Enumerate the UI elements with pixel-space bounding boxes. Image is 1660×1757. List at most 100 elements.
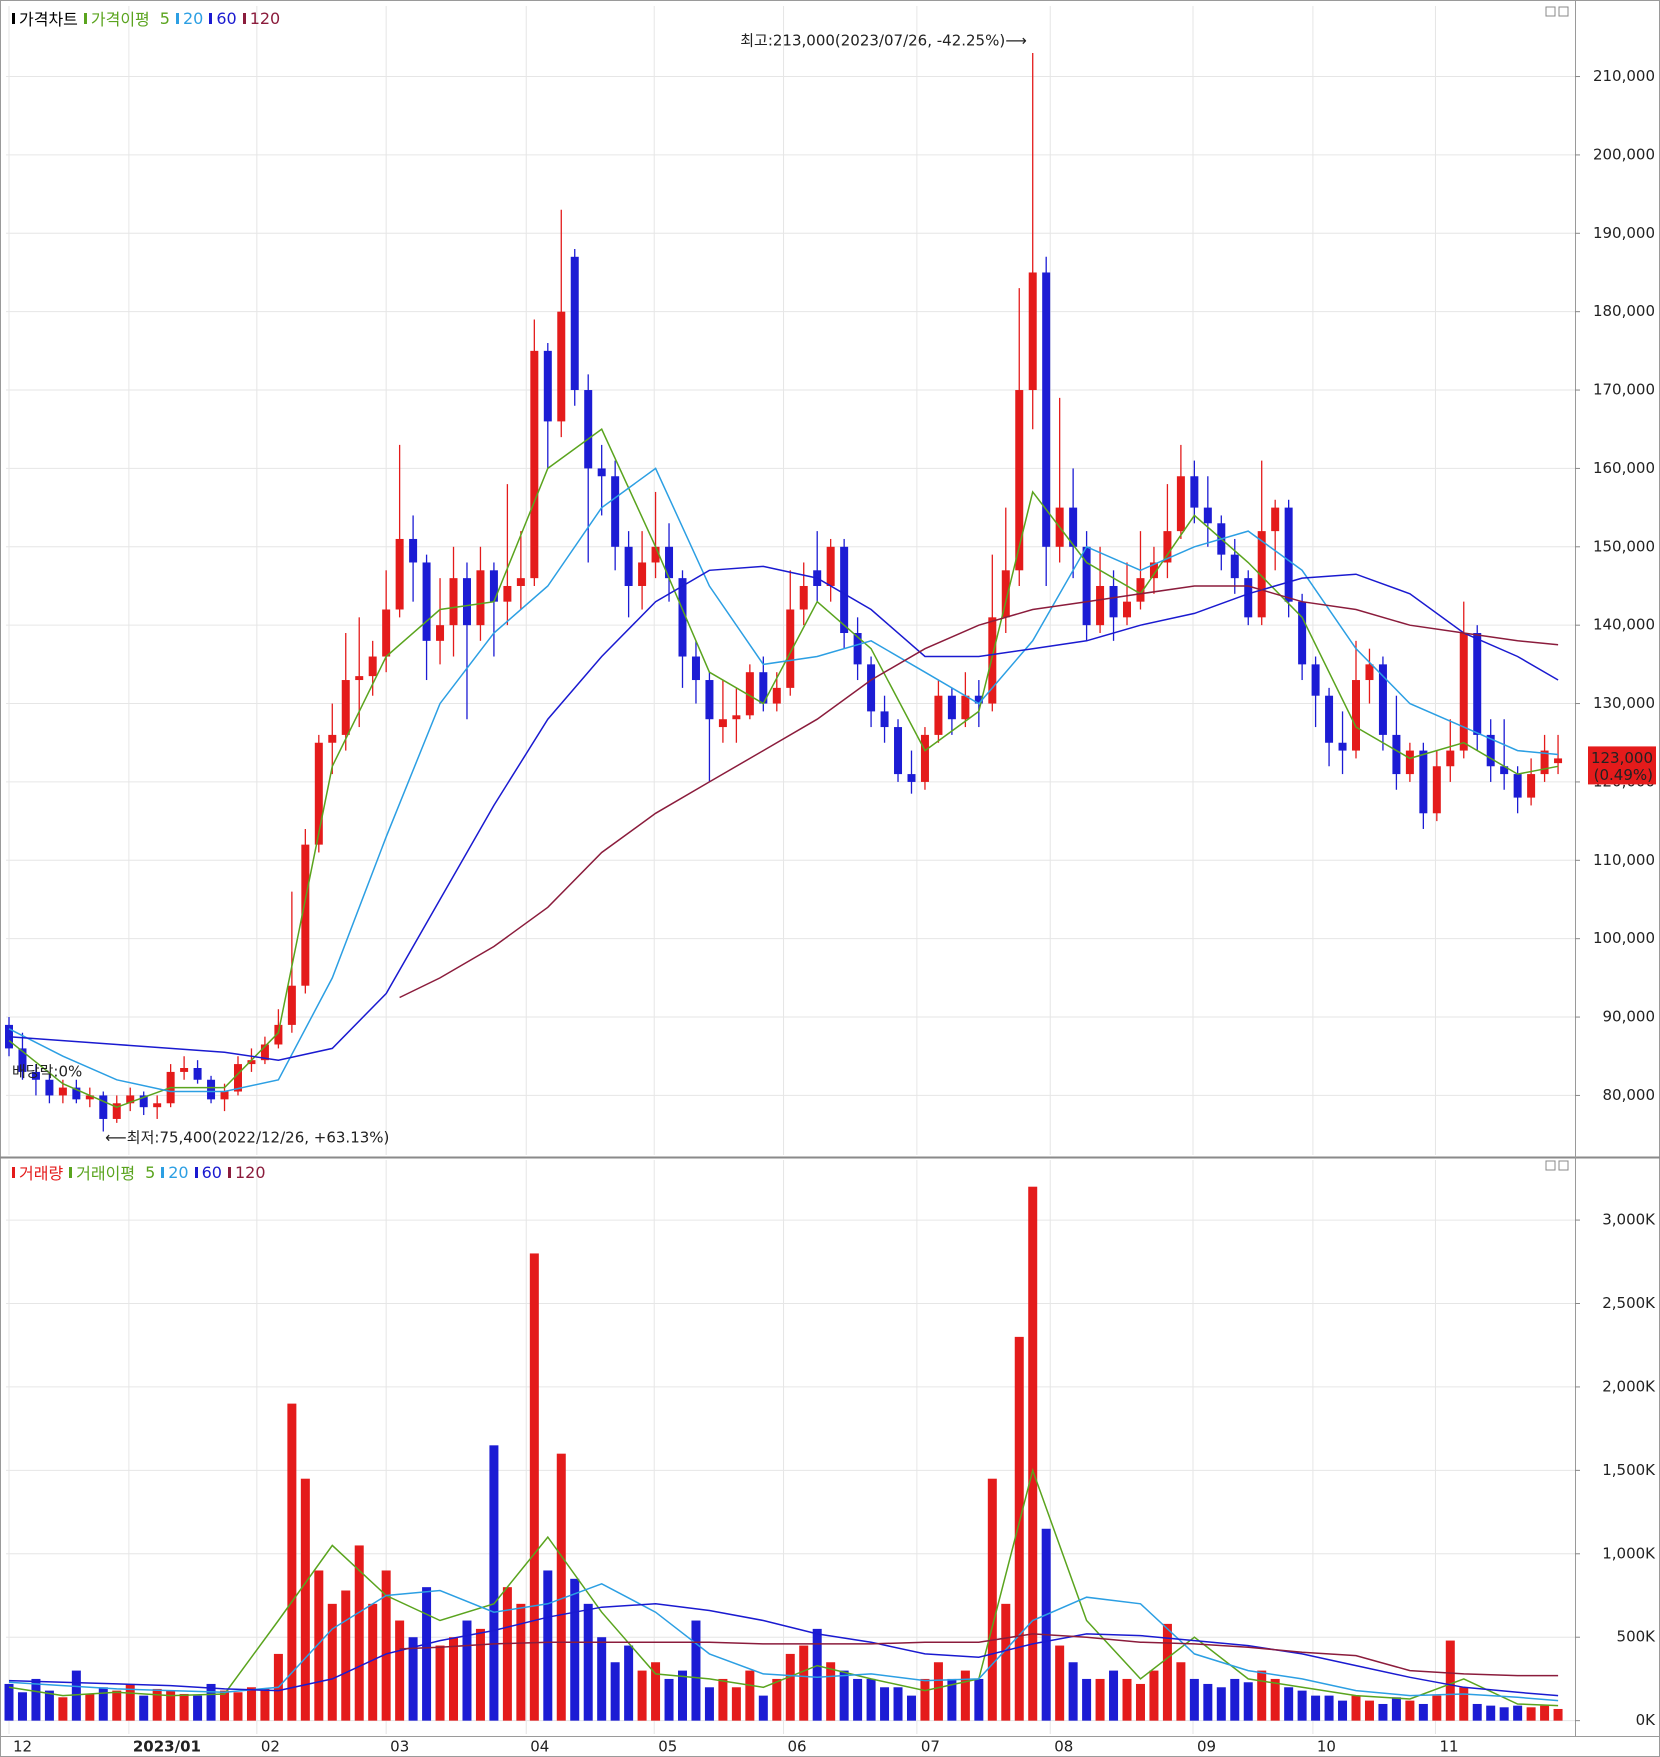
candle-body (1109, 585, 1118, 618)
volume-bar (341, 1590, 351, 1721)
volume-bar (1526, 1707, 1536, 1721)
close-button[interactable] (1558, 6, 1569, 17)
candle-body (31, 1071, 40, 1080)
volume-bar (1364, 1700, 1374, 1721)
candle-body (45, 1079, 54, 1096)
volume-bar (220, 1690, 230, 1721)
y-tick-label: 130,000 (1593, 694, 1655, 712)
candle-body (840, 546, 849, 634)
candle-body (1096, 585, 1105, 626)
candle-body (395, 538, 404, 610)
volume-bar (1499, 1707, 1509, 1721)
volume-bar (1405, 1700, 1415, 1721)
current-price-box (1588, 746, 1656, 785)
candle-body (1352, 680, 1360, 751)
volume-bar (1028, 1186, 1038, 1721)
candle-body (718, 719, 727, 728)
volume-bar (85, 1693, 95, 1721)
candle-body (436, 625, 445, 641)
volume-bar (1338, 1700, 1348, 1721)
volume-bar (58, 1697, 68, 1721)
volume-bar (1459, 1687, 1469, 1721)
y-tick-label: 1,500K (1602, 1461, 1656, 1479)
volume-bar (624, 1645, 634, 1721)
candle-body (260, 1044, 269, 1061)
volume-bar (112, 1690, 122, 1721)
volume-bar (166, 1690, 176, 1721)
volume-bar (664, 1678, 674, 1721)
pane-buttons[interactable] (1545, 6, 1569, 1171)
volume-bar (758, 1695, 768, 1721)
candle-body (880, 711, 889, 728)
candle-body (934, 695, 943, 735)
candle-body (1392, 734, 1401, 775)
legend-icon (227, 1166, 231, 1178)
annotation: 배당락:0% (12, 1063, 82, 1081)
candle-body (489, 570, 498, 602)
maximize-button[interactable] (1545, 6, 1556, 17)
ma-line (8, 1467, 1559, 1707)
volume-bar (529, 1253, 539, 1721)
volume-bar (300, 1478, 310, 1721)
volume-bar (1391, 1697, 1401, 1721)
volume-bar (826, 1662, 836, 1721)
volume-bar (906, 1695, 916, 1721)
candle-body (1244, 578, 1253, 618)
volume-bar (880, 1687, 890, 1721)
candle-body (1486, 734, 1495, 767)
y-tick-label: 200,000 (1593, 145, 1655, 163)
candle-body (476, 570, 485, 626)
legend-icon (175, 12, 179, 24)
volume-bar (1445, 1640, 1455, 1721)
y-tick-label: 90,000 (1603, 1008, 1656, 1026)
current-price: 123,000 (1591, 749, 1653, 767)
volume-bar (570, 1578, 580, 1721)
x-tick-label: 06 (788, 1738, 807, 1756)
close-button[interactable] (1558, 1160, 1569, 1171)
candle-body (422, 562, 431, 641)
candle-body (503, 585, 512, 602)
y-tick-label: 0K (1636, 1711, 1657, 1729)
ma-line (8, 467, 1559, 1093)
candle-body (638, 562, 647, 586)
legend-title: 가격차트 (19, 10, 78, 29)
candle-body (85, 1095, 94, 1100)
volume-bar (435, 1645, 445, 1721)
candle-body (220, 1091, 229, 1100)
volume-bar (246, 1687, 256, 1721)
legend-entry: 60 (201, 1162, 222, 1182)
volume-bar (651, 1662, 661, 1721)
candle-body (894, 727, 903, 775)
legend-icon (83, 12, 87, 24)
y-tick-label: 140,000 (1593, 616, 1655, 634)
y-tick-label: 190,000 (1593, 224, 1655, 242)
legend-entry: 5 (159, 8, 170, 28)
candle-body (1365, 664, 1374, 681)
candle-body (920, 734, 929, 782)
volume-bar (381, 1570, 391, 1721)
volume-legend: 거래량 거래이평 5 20 60 120 (8, 1160, 266, 1184)
candle-body (1311, 664, 1320, 696)
volume-bar (475, 1628, 485, 1721)
candle-body (287, 985, 296, 1025)
candle-body (961, 695, 970, 720)
volume-bar (1311, 1695, 1321, 1721)
candle-body (180, 1068, 189, 1072)
candle-body (5, 1024, 13, 1049)
volume-bar (920, 1678, 930, 1721)
legend-icon (161, 1166, 165, 1178)
volume-bar (179, 1693, 189, 1721)
volume-bar (974, 1678, 984, 1721)
maximize-button[interactable] (1545, 1160, 1556, 1171)
candle-body (139, 1095, 148, 1108)
volume-bar (812, 1628, 822, 1721)
candle-body (314, 742, 323, 845)
candle-body (651, 546, 660, 563)
y-tick-label: 150,000 (1593, 537, 1655, 555)
candle-body (1082, 546, 1091, 626)
volume-bar (731, 1687, 741, 1721)
volume-bar (1162, 1623, 1172, 1721)
volume-bar (206, 1683, 216, 1721)
